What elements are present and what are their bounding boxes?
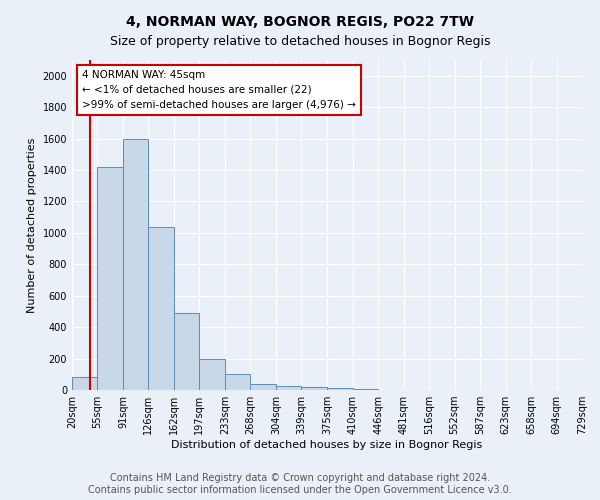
Text: 4, NORMAN WAY, BOGNOR REGIS, PO22 7TW: 4, NORMAN WAY, BOGNOR REGIS, PO22 7TW [126, 15, 474, 29]
Bar [276, 386, 301, 390]
Bar [97, 167, 123, 390]
Bar [148, 226, 174, 390]
Bar [174, 313, 199, 390]
Bar [250, 384, 276, 390]
Bar [301, 387, 328, 390]
X-axis label: Distribution of detached houses by size in Bognor Regis: Distribution of detached houses by size … [172, 440, 482, 450]
Bar [199, 358, 225, 390]
Bar [123, 138, 148, 390]
Y-axis label: Number of detached properties: Number of detached properties [27, 138, 37, 312]
Text: 4 NORMAN WAY: 45sqm
← <1% of detached houses are smaller (22)
>99% of semi-detac: 4 NORMAN WAY: 45sqm ← <1% of detached ho… [82, 70, 356, 110]
Bar [353, 389, 379, 390]
Bar [328, 388, 353, 390]
Text: Size of property relative to detached houses in Bognor Regis: Size of property relative to detached ho… [110, 35, 490, 48]
Text: Contains HM Land Registry data © Crown copyright and database right 2024.
Contai: Contains HM Land Registry data © Crown c… [88, 474, 512, 495]
Bar [225, 374, 250, 390]
Bar [72, 378, 97, 390]
